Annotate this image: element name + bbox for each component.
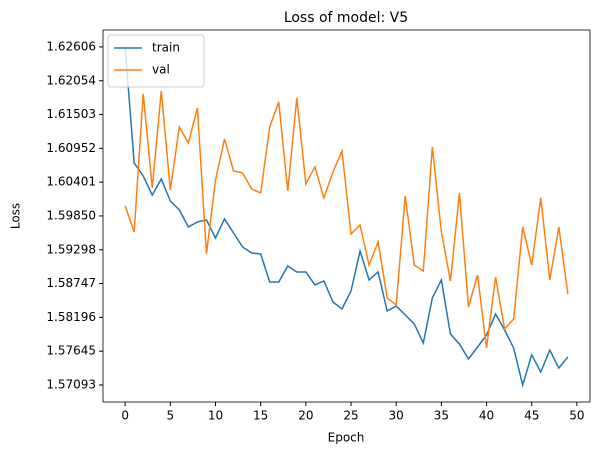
- y-tick-label: 1.60952: [46, 141, 96, 155]
- x-tick-label: 25: [343, 409, 358, 423]
- y-tick-label: 1.58196: [46, 310, 96, 324]
- x-tick-label: 30: [389, 409, 404, 423]
- x-tick-label: 5: [166, 409, 174, 423]
- y-tick-label: 1.62054: [46, 73, 96, 87]
- x-tick-label: 20: [298, 409, 313, 423]
- chart-title: Loss of model: V5: [284, 10, 408, 26]
- y-tick-label: 1.59298: [46, 242, 96, 256]
- line-series: [124, 46, 569, 388]
- y-tick-label: 1.57093: [46, 378, 96, 392]
- y-tick-label: 1.62606: [46, 39, 96, 53]
- x-axis-label: Epoch: [328, 431, 365, 445]
- y-tick-label: 1.61503: [46, 107, 96, 121]
- legend-label: train: [152, 41, 180, 55]
- x-tick-label: 40: [479, 409, 494, 423]
- x-tick-label: 45: [524, 409, 539, 423]
- legend-label: val: [152, 63, 170, 77]
- x-tick-label: 50: [569, 409, 584, 423]
- x-tick-label: 15: [253, 409, 268, 423]
- x-tick-label: 0: [121, 409, 129, 423]
- y-tick-label: 1.58747: [46, 276, 96, 290]
- plot-frame: [102, 29, 591, 403]
- y-tick-label: 1.57645: [46, 344, 96, 358]
- y-tick-label: 1.59850: [46, 208, 96, 222]
- y-axis-label: Loss: [9, 203, 23, 229]
- x-tick-label: 10: [208, 409, 223, 423]
- x-tick-label: 35: [434, 409, 449, 423]
- line-series: [124, 90, 569, 349]
- y-tick-label: 1.60401: [46, 175, 96, 189]
